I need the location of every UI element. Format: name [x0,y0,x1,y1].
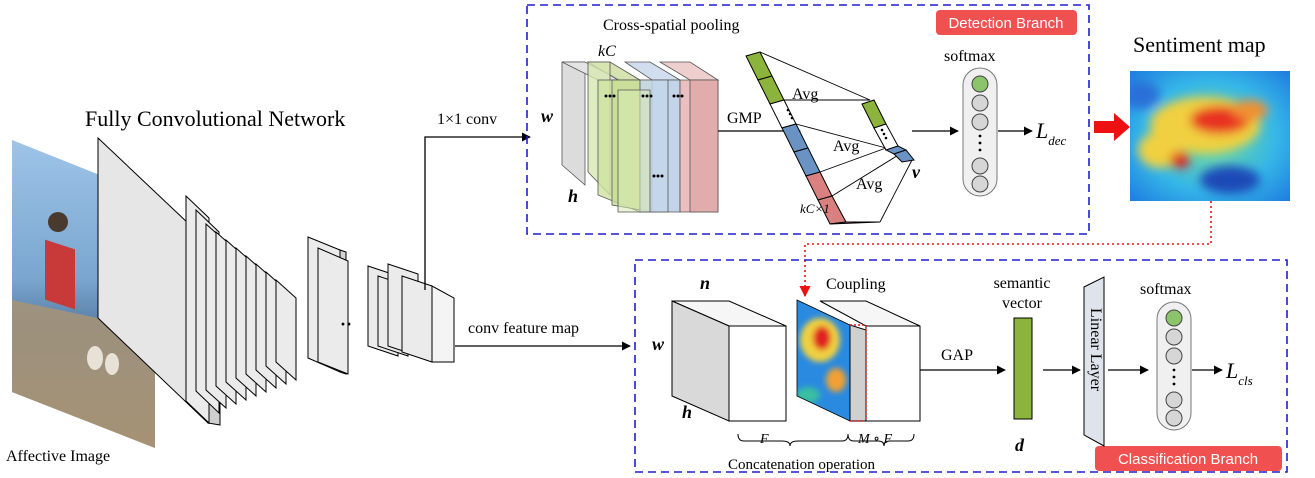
detection-branch-box [526,4,1090,235]
softmax-detection [962,67,998,197]
coupling-label: Coupling [826,276,886,293]
w-label-classification: w [652,334,665,354]
n-label: n [700,273,710,293]
ldec-sub: dec [1048,133,1066,148]
avg-label-2: Avg [833,138,859,155]
softmax-label-classification: softmax [1140,281,1192,298]
fcn-title: Fully Convolutional Network [85,106,345,131]
feature-cube-mf [819,300,921,422]
ldec-label: Ldec [1035,118,1067,148]
gap-label: GAP [941,347,973,364]
red-arrow-to-sentiment-map [1094,113,1130,141]
classification-branch-label: Classification Branch [1118,451,1258,468]
coupling-map [797,300,850,421]
w-label-detection: w [541,106,554,126]
vector-dots [786,108,794,120]
kc-label: kC [598,43,616,60]
sentiment-map [1130,71,1290,201]
red-dotted-connector [799,201,1212,298]
lcls-sub: cls [1238,373,1252,388]
lcls-label: Lcls [1225,358,1253,388]
classification-branch-tag [1095,446,1282,471]
bracket-mf [847,433,915,447]
d-label: d [1015,435,1025,455]
arrow-1x1-conv [424,132,531,290]
lcls-main: L [1225,358,1238,383]
fcn-layers [97,136,455,426]
avg-label-1: Avg [792,86,818,103]
gmp-label: GMP [727,110,762,127]
semantic-vector-label-2: vector [1002,295,1043,312]
v-vector-dots [880,128,888,140]
conv-feature-map-label: conv feature map [468,320,579,337]
ldec-main: L [1035,118,1048,143]
conv1x1-label: 1×1 conv [437,111,497,128]
pooling-title: Cross-spatial pooling [603,17,739,34]
fcn-dots: ·· [340,314,352,334]
sentiment-map-title: Sentiment map [1133,32,1266,57]
softmax-classification [1156,301,1192,431]
linear-layer-shape [1083,276,1105,447]
input-label: Affective Image [6,448,110,465]
h-label-classification: h [682,402,692,422]
semantic-vector-label-1: semantic [994,275,1051,292]
semantic-vector-bar [1013,317,1033,420]
classification-branch-box [634,259,1288,473]
mf-label: M ∘ F [857,432,893,447]
avg-connectors [759,51,913,223]
kc1-label: kC×1 [800,201,830,216]
concat-label: Concatenation operation [728,457,876,473]
f-label: F [759,432,769,447]
linear-layer-label: Linear Layer [1087,308,1104,392]
h-label-detection: h [568,186,578,206]
pooled-vector [745,51,881,225]
feature-stack-dots [604,94,684,178]
detection-branch-label: Detection Branch [948,15,1063,32]
feature-cube-f [671,300,787,422]
detection-branch-tag [936,10,1077,35]
detection-feature-stack [561,61,720,213]
v-vector [861,99,915,163]
bracket-f [737,433,849,447]
avg-label-3: Avg [856,176,882,193]
v-label: v [912,162,921,182]
softmax-label-detection: softmax [944,48,996,65]
